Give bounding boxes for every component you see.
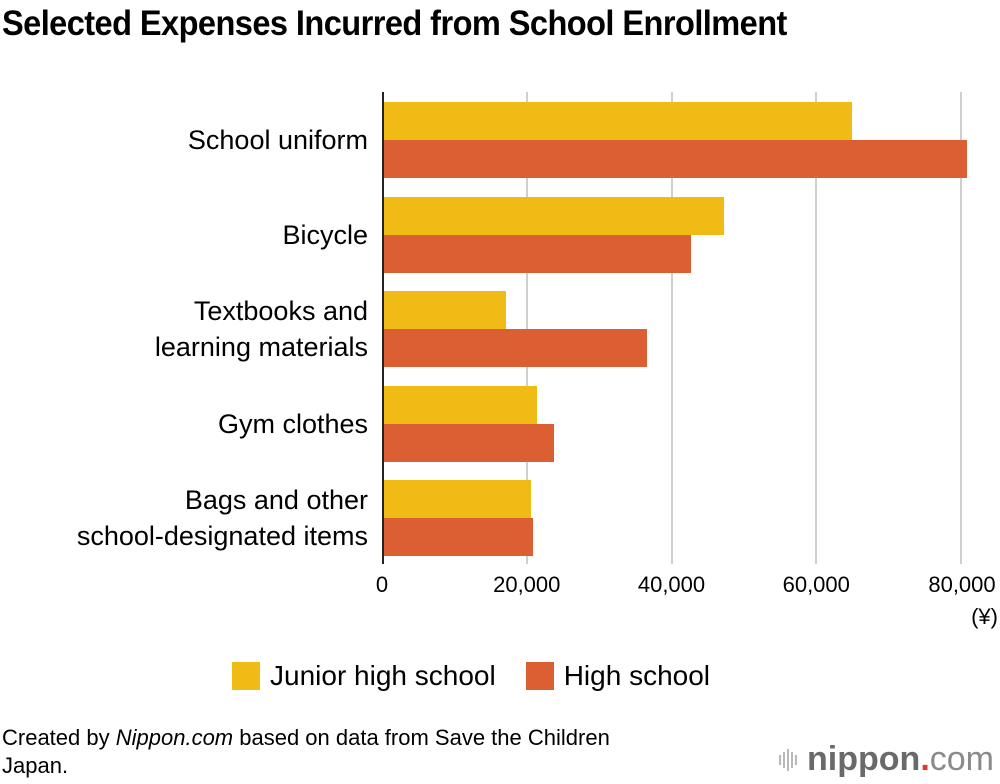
bar-high-school (383, 140, 968, 178)
logo-dot: . (920, 740, 930, 778)
x-tick-label: 80,000 (928, 572, 996, 597)
legend: Junior high school High school (232, 660, 740, 692)
gridline (960, 92, 962, 564)
chart-title: Selected Expenses Incurred from School E… (2, 4, 787, 43)
source-note: Created by Nippon.com based on data from… (2, 724, 622, 780)
bar-high-school (383, 235, 692, 273)
bar-high-school (383, 329, 648, 367)
legend-label-junior-high: Junior high school (270, 660, 496, 691)
legend-item-junior-high: Junior high school (232, 660, 496, 692)
x-axis-unit: (¥) (971, 604, 998, 629)
x-tick-label: 60,000 (782, 572, 850, 597)
gridline (525, 92, 528, 564)
gridline (670, 92, 673, 564)
plot-area (382, 92, 1000, 564)
bar-junior-high (383, 291, 507, 329)
category-label: Textbooks and learning materials (154, 296, 368, 362)
legend-item-high-school: High school (525, 660, 711, 692)
logo-text-bold: nippon (807, 740, 921, 778)
nippon-logo: nippon. com (779, 740, 994, 779)
x-tick-label: 0 (375, 572, 389, 597)
category-label: Bags and other school-designated items (76, 485, 368, 551)
category-label: Bicycle (282, 220, 368, 250)
bar-junior-high (383, 102, 852, 140)
source-suffix: based on data from Save the Children Jap… (2, 725, 610, 778)
x-tick-label: 40,000 (637, 572, 706, 597)
sound-bars-icon (779, 748, 799, 772)
y-axis-line (382, 92, 384, 564)
junior-high-swatch-icon (232, 662, 260, 690)
category-label: School uniform (187, 125, 368, 155)
source-brand: Nippon.com (115, 725, 234, 750)
source-prefix: Created by (2, 725, 116, 750)
gridline (815, 92, 818, 564)
legend-label-high-school: High school (563, 660, 711, 691)
high-school-swatch-icon (525, 662, 554, 690)
bar-high-school (383, 518, 533, 556)
bar-junior-high (383, 386, 538, 424)
bar-high-school (383, 424, 554, 462)
x-tick-label: 20,000 (493, 572, 561, 597)
category-label: Gym clothes (217, 409, 368, 439)
logo-text-light: com (929, 740, 994, 778)
bar-junior-high (383, 480, 531, 518)
bar-junior-high (383, 197, 724, 235)
